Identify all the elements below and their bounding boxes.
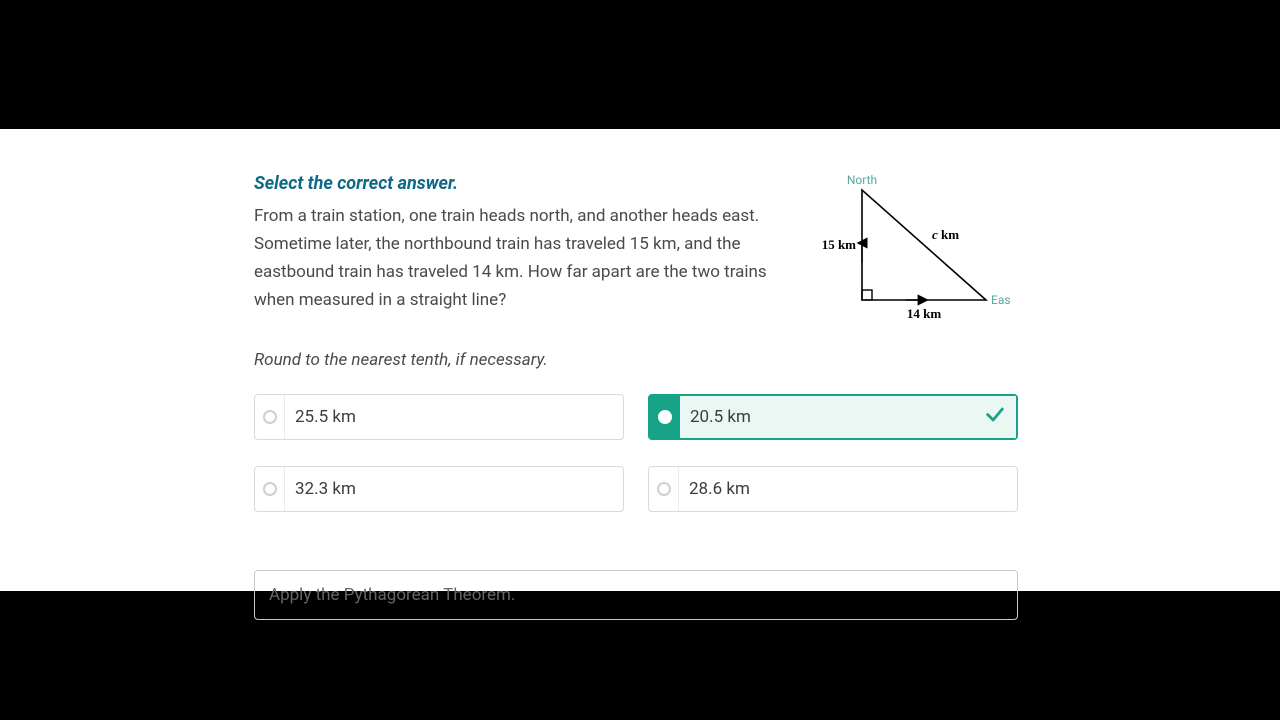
north-label: North [847,173,877,187]
option-c[interactable]: 32.3 km [254,466,624,512]
radio-icon [263,410,277,424]
option-d[interactable]: 28.6 km [648,466,1018,512]
instruction-text: Select the correct answer. [254,171,774,196]
radio-icon [658,410,672,424]
question-body: From a train station, one train heads no… [254,202,774,314]
content-area: Select the correct answer. From a train … [0,129,1280,591]
check-icon [984,404,1006,431]
radio-icon [657,482,671,496]
options-grid: 25.5 km 20.5 km 32.3 km 28.6 km [254,394,1018,512]
question-text-column: Select the correct answer. From a train … [254,171,774,370]
round-note: Round to the nearest tenth, if necessary… [254,350,774,370]
option-c-radio-cell [255,467,285,511]
vertical-leg-label: 15 km [822,237,856,252]
horizontal-leg-label: 14 km [907,306,941,321]
option-b-radio-cell [650,396,680,438]
option-d-radio-cell [649,467,679,511]
option-a-label: 25.5 km [285,395,623,439]
explanation-box: Apply the Pythagorean Theorem. [254,570,1018,620]
east-label: East [991,293,1010,307]
option-b-text: 20.5 km [690,407,751,427]
radio-icon [263,482,277,496]
option-a-radio-cell [255,395,285,439]
triangle-diagram: North East 15 km 14 km c km [800,173,1010,333]
option-c-label: 32.3 km [285,467,623,511]
option-d-label: 28.6 km [679,467,1017,511]
hypotenuse-label: c km [932,227,959,242]
option-a[interactable]: 25.5 km [254,394,624,440]
option-b[interactable]: 20.5 km [648,394,1018,440]
option-b-label: 20.5 km [680,396,1016,438]
